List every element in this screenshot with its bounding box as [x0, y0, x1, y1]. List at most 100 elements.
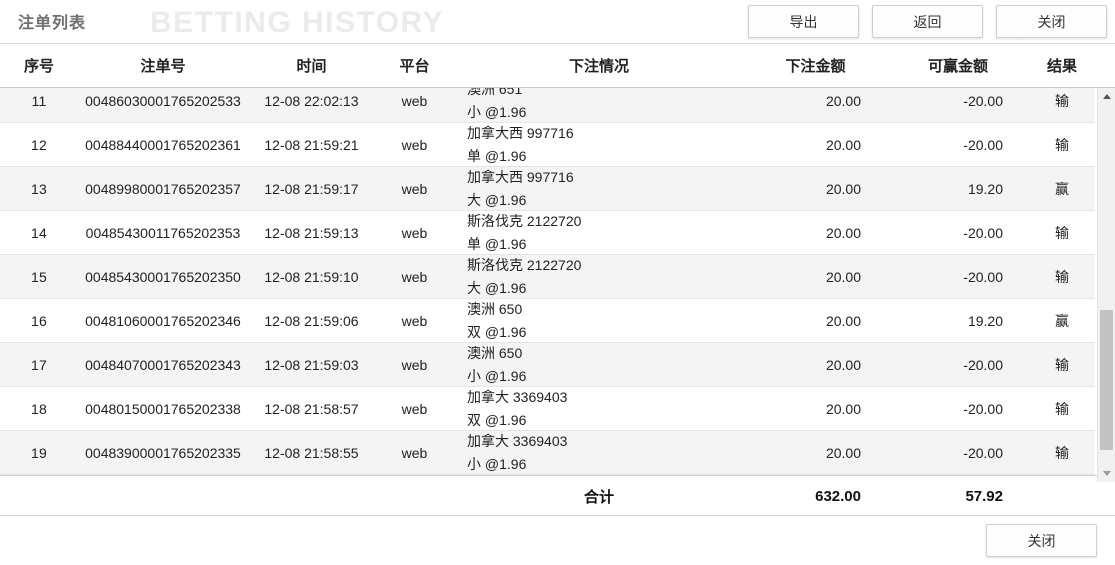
cell-time: 12-08 21:59:21	[264, 136, 359, 153]
bet-detail-game: 斯洛伐克 2122720	[467, 257, 582, 274]
cell-bet-detail: 加拿大西 997716 单 @1.96	[454, 122, 744, 166]
column-header-bet-id: 注单号	[140, 58, 186, 75]
cell-time: 12-08 21:59:10	[264, 268, 359, 285]
cell-result: 赢	[1055, 312, 1069, 329]
table-row[interactable]: 12 00488440001765202361 12-08 21:59:21 web 加…	[0, 123, 1095, 167]
cell-result: 输	[1055, 356, 1069, 373]
bet-detail-game: 斯洛伐克 2122720	[467, 213, 582, 230]
cell-platform: web	[401, 268, 428, 285]
cell-bet-amount: 20.00	[825, 136, 861, 153]
bet-detail-selection: 双 @1.96	[467, 323, 527, 340]
cell-time: 12-08 21:59:03	[264, 356, 359, 373]
cell-result: 输	[1055, 400, 1069, 417]
page-title: 注单列表	[18, 15, 87, 32]
close-button-bottom[interactable]: 关闭	[986, 524, 1097, 557]
cell-result: 输	[1055, 92, 1069, 109]
cell-win-amount: -20.00	[963, 224, 1003, 241]
cell-result: 赢	[1055, 180, 1069, 197]
cell-bet-detail: 加拿大西 997716 大 @1.96	[454, 166, 744, 210]
cell-time: 12-08 22:02:13	[264, 92, 359, 109]
cell-bet-detail: 斯洛伐克 2122720 单 @1.96	[454, 210, 744, 254]
cell-result: 输	[1055, 444, 1069, 461]
column-header-bet-amount: 下注金额	[785, 58, 846, 75]
column-header-win-amount: 可赢金额	[927, 58, 988, 75]
bet-detail-selection: 单 @1.96	[467, 235, 527, 252]
table-body-viewport: 11 00486030001765202533 12-08 22:02:13 web 澳…	[0, 88, 1115, 475]
cell-platform: web	[401, 312, 428, 329]
bet-detail-game: 加拿大西 997716	[467, 125, 574, 142]
cell-bet-id: 00486030001765202533	[85, 92, 241, 109]
bet-detail-game: 加拿大 3369403	[467, 433, 568, 450]
window-footer: 关闭	[0, 516, 1115, 564]
table-row[interactable]: 17 00484070001765202343 12-08 21:59:03 web 澳…	[0, 343, 1095, 387]
cell-platform: web	[401, 224, 428, 241]
cell-bet-amount: 20.00	[825, 400, 861, 417]
cell-order-no: 18	[31, 400, 47, 417]
bet-detail-game: 澳洲 651	[467, 88, 523, 98]
cell-bet-amount: 20.00	[825, 224, 861, 241]
bet-detail-selection: 大 @1.96	[467, 279, 527, 296]
back-button[interactable]: 返回	[872, 5, 983, 38]
table-row[interactable]: 13 00489980001765202357 12-08 21:59:17 web 加…	[0, 167, 1095, 211]
cell-platform: web	[401, 400, 428, 417]
column-header-time: 时间	[296, 58, 327, 75]
titlebar-actions: 导出 返回 关闭	[748, 5, 1107, 38]
totals-win-amount: 57.92	[965, 487, 1003, 505]
cell-bet-id: 00483900001765202335	[85, 444, 241, 461]
cell-platform: web	[401, 136, 428, 153]
cell-result: 输	[1055, 136, 1069, 153]
table-header: 序号 注单号 时间 平台 下注情况 下注金额 可赢金额 结果	[0, 44, 1115, 88]
totals-bet-amount: 632.00	[815, 487, 861, 505]
bet-detail-selection: 单 @1.96	[467, 147, 527, 164]
bet-detail-game: 澳洲 650	[467, 301, 523, 318]
table-row[interactable]: 14 00485430011765202353 12-08 21:59:13 web 斯…	[0, 211, 1095, 255]
cell-bet-amount: 20.00	[825, 92, 861, 109]
cell-bet-id: 00480150001765202338	[85, 400, 241, 417]
column-header-bet-detail: 下注情况	[568, 58, 629, 75]
cell-bet-detail: 澳洲 650 小 @1.96	[454, 342, 744, 386]
table-row[interactable]: 18 00480150001765202338 12-08 21:58:57 web 加…	[0, 387, 1095, 431]
export-button[interactable]: 导出	[748, 5, 859, 38]
table-row[interactable]: 15 00485430001765202350 12-08 21:59:10 web 斯…	[0, 255, 1095, 299]
cell-win-amount: -20.00	[963, 268, 1003, 285]
cell-win-amount: -20.00	[963, 400, 1003, 417]
cell-bet-amount: 20.00	[825, 180, 861, 197]
bet-detail-selection: 小 @1.96	[467, 103, 527, 120]
cell-bet-id: 00485430001765202350	[85, 268, 241, 285]
cell-bet-id: 00485430011765202353	[85, 224, 241, 241]
scroll-up-button[interactable]	[1098, 88, 1115, 105]
bet-detail-selection: 小 @1.96	[467, 367, 527, 384]
cell-order-no: 11	[31, 92, 47, 109]
cell-bet-amount: 20.00	[825, 312, 861, 329]
close-button-top[interactable]: 关闭	[996, 5, 1107, 38]
window-titlebar: 注单列表 BETTING HISTORY 导出 返回 关闭	[0, 0, 1115, 44]
bet-detail-game: 澳洲 650	[467, 345, 523, 362]
table-row[interactable]: 16 00481060001765202346 12-08 21:59:06 web 澳…	[0, 299, 1095, 343]
cell-win-amount: 19.20	[967, 180, 1003, 197]
vertical-scrollbar[interactable]	[1097, 88, 1115, 482]
table-row[interactable]: 11 00486030001765202533 12-08 22:02:13 web 澳…	[0, 88, 1095, 123]
cell-order-no: 13	[31, 180, 47, 197]
cell-result: 输	[1055, 224, 1069, 241]
bet-detail-game: 加拿大西 997716	[467, 169, 574, 186]
cell-win-amount: -20.00	[963, 444, 1003, 461]
chevron-down-icon	[1102, 471, 1111, 476]
bet-detail-selection: 小 @1.96	[467, 455, 527, 472]
cell-time: 12-08 21:58:57	[264, 400, 359, 417]
scrollbar-thumb[interactable]	[1100, 310, 1113, 450]
cell-order-no: 16	[31, 312, 47, 329]
cell-bet-amount: 20.00	[825, 444, 861, 461]
bet-detail-game: 加拿大 3369403	[467, 389, 568, 406]
cell-time: 12-08 21:59:13	[264, 224, 359, 241]
column-header-platform: 平台	[399, 58, 430, 75]
cell-time: 12-08 21:59:17	[264, 180, 359, 197]
cell-platform: web	[401, 180, 428, 197]
scroll-down-button[interactable]	[1098, 465, 1115, 482]
cell-platform: web	[401, 356, 428, 373]
cell-bet-id: 00484070001765202343	[85, 356, 241, 373]
cell-order-no: 12	[31, 136, 47, 153]
cell-bet-detail: 加拿大 3369403 小 @1.96	[454, 430, 744, 474]
bet-detail-selection: 大 @1.96	[467, 191, 527, 208]
table-row[interactable]: 19 00483900001765202335 12-08 21:58:55 web 加…	[0, 431, 1095, 475]
totals-row: 合计 632.00 57.92	[0, 475, 1115, 516]
